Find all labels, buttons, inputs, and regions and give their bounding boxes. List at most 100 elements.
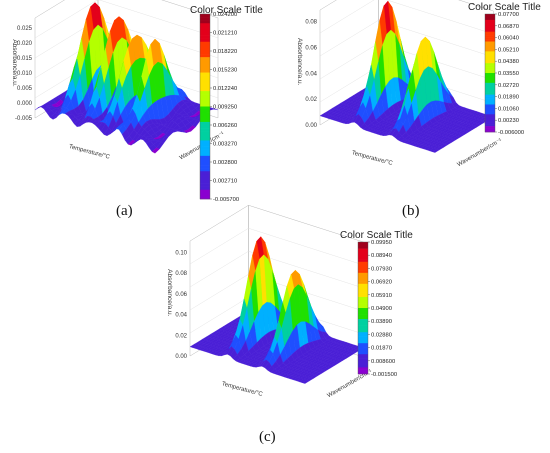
colorbar-segment xyxy=(200,44,210,49)
colorbar-segment xyxy=(485,108,495,111)
colorbar-segment xyxy=(200,189,210,194)
chart-panel-b: 0.08 0.06 0.04 0.02 0.00 Absorbance/a.u. Tempe… xyxy=(275,0,550,200)
z-axis-label: Absorbance/a.u. xyxy=(166,269,173,317)
colorbar-tick-label: 0.05210 xyxy=(498,47,519,53)
colorbar-segment xyxy=(358,343,368,346)
z-axis-label: Absorbance/a.u. xyxy=(296,38,303,86)
x-axis-label: Temperature/°C xyxy=(351,150,394,167)
gridline xyxy=(189,251,364,289)
colorbar-segment xyxy=(358,334,368,337)
colorbar-segment xyxy=(358,272,368,276)
colorbar-segment xyxy=(358,299,368,302)
colorbar-segment xyxy=(485,15,495,19)
colorbar-segment xyxy=(200,81,210,86)
colorbar-segment xyxy=(358,327,368,331)
colorbar-segment xyxy=(485,49,495,52)
colorbar-segment xyxy=(485,39,495,42)
colorbar-segment xyxy=(485,128,495,131)
colorbar-segment xyxy=(358,365,368,368)
colorbar-segment xyxy=(485,21,495,25)
colorbar-segment xyxy=(485,114,495,117)
colorbar-segment xyxy=(358,297,368,300)
colorbar-tick-label: 0.012240 xyxy=(213,86,237,92)
colorbar-tick-label: 0.07700 xyxy=(498,12,519,18)
colorbar-segment xyxy=(200,103,210,107)
colorbar-segment xyxy=(485,82,495,86)
colorbar-segment xyxy=(200,66,210,70)
colorbar-segment xyxy=(358,354,368,357)
caption-b: (b) xyxy=(402,203,420,219)
z-tick-label: -0.005 xyxy=(15,116,33,122)
z-tick-label: 0.06 xyxy=(305,45,317,51)
colorbar-segment xyxy=(358,248,368,252)
colorbar-segment xyxy=(200,51,210,55)
colorbar-segment xyxy=(485,130,495,133)
colorbar-segment xyxy=(200,192,210,197)
colorbar-segment xyxy=(200,41,210,46)
colorbar-segment xyxy=(485,116,495,119)
colorbar-segment xyxy=(200,60,210,64)
colorbar-segment xyxy=(485,90,495,93)
colorbar-segment xyxy=(200,23,210,27)
colorbar-segment xyxy=(485,55,495,58)
colorbar-title-a: Color Scale Title xyxy=(190,5,263,16)
colorbar-segment xyxy=(358,330,368,333)
colorbar-segment xyxy=(485,29,495,32)
colorbar-segment xyxy=(485,104,495,107)
colorbar-segment xyxy=(485,17,495,21)
colorbar-segment xyxy=(485,57,495,60)
colorbar-tick-label: -0.005700 xyxy=(213,197,239,203)
z-tick-label: 0.10 xyxy=(175,251,187,257)
surface xyxy=(34,2,219,154)
z-tick-label: 0.010 xyxy=(17,71,33,77)
colorbar-segment xyxy=(358,283,368,287)
colorbar-tick-label: 0.00230 xyxy=(498,118,519,124)
colorbar-segment xyxy=(200,134,210,138)
colorbar-tick-label: 0.009250 xyxy=(213,105,237,111)
colorbar-segment xyxy=(485,19,495,23)
colorbar-segment xyxy=(485,43,495,46)
colorbar-segment xyxy=(200,72,210,76)
colorbar-segment xyxy=(358,332,368,335)
colorbar-segment xyxy=(485,63,495,66)
colorbar-segment xyxy=(200,88,210,92)
colorbar-segment xyxy=(200,26,210,30)
colorbar-segment xyxy=(200,84,210,89)
colorbar-segment xyxy=(200,177,210,181)
colorbar-segment xyxy=(200,78,210,83)
colorbar-segment xyxy=(200,149,210,154)
colorbar-segment xyxy=(358,242,368,245)
colorbar-segment xyxy=(200,143,210,147)
colorbar-segment xyxy=(200,14,210,18)
z-tick-label: 0.06 xyxy=(175,292,187,298)
colorbar-segment xyxy=(200,20,210,24)
colorbar-segment xyxy=(358,371,368,375)
colorbar-tick-label: 0.06040 xyxy=(498,36,519,42)
colorbar-segment xyxy=(358,270,368,274)
colorbar-a: 0.024200 0.021210 0.018220 0.015230 0.012240… xyxy=(199,12,239,203)
colorbar-segment xyxy=(485,110,495,113)
colorbar-segment xyxy=(485,84,495,88)
x-axis-label: Temperature/°C xyxy=(221,381,264,398)
colorbar-segment xyxy=(358,321,368,324)
colorbar-segment xyxy=(200,118,210,123)
colorbar-tick-label: 0.03550 xyxy=(498,71,519,77)
colorbar-segment xyxy=(485,45,495,48)
colorbar-segment xyxy=(200,174,210,178)
colorbar-segment xyxy=(358,338,368,342)
colorbar-segment xyxy=(358,281,368,285)
colorbar-tick-label: 0.07930 xyxy=(371,266,392,272)
colorbar-tick-label: 0.002800 xyxy=(213,160,237,166)
colorbar-tick-label: 0.021210 xyxy=(213,31,237,37)
z-tick-label: 0.04 xyxy=(305,71,317,77)
z-tick-label: 0.025 xyxy=(17,26,33,32)
colorbar-segment xyxy=(485,88,495,91)
colorbar-segment xyxy=(485,73,495,76)
colorbar-segment xyxy=(358,305,368,309)
colorbar-segment xyxy=(200,69,210,73)
colorbar-segment xyxy=(485,96,495,99)
colorbar-segment xyxy=(200,137,210,141)
colorbar-segment xyxy=(358,264,368,267)
colorbar-segment xyxy=(358,367,368,370)
colorbar-tick-label: 0.03890 xyxy=(371,319,392,325)
